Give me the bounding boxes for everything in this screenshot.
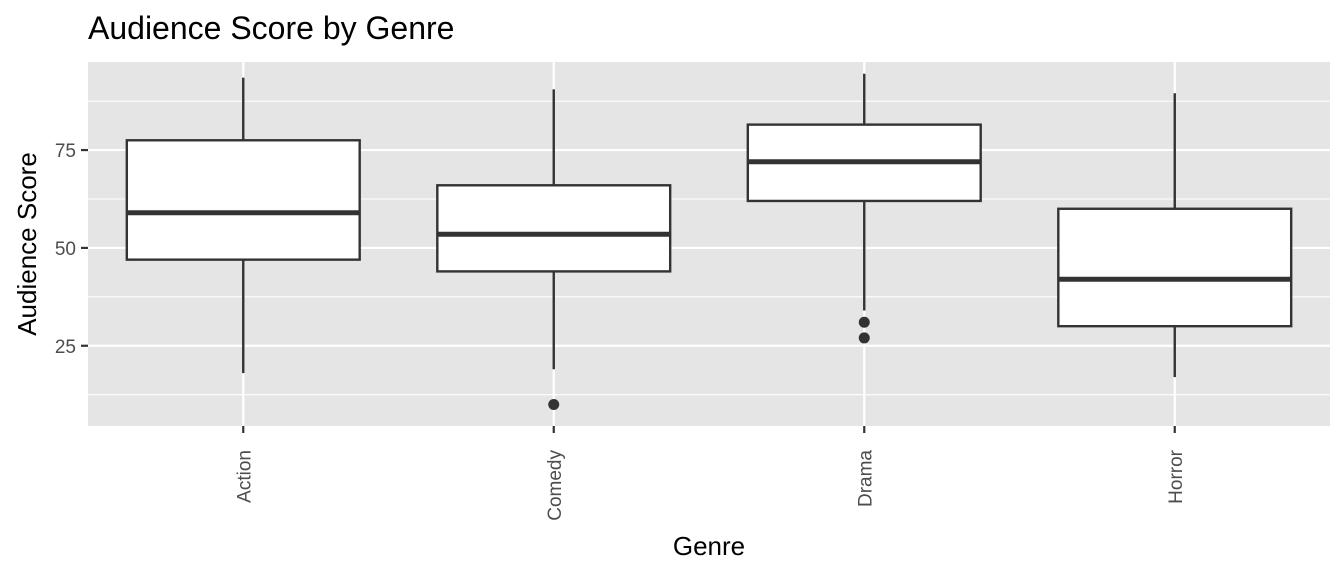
box-horror	[1057, 93, 1293, 378]
x-tick-label: Comedy	[545, 450, 566, 521]
x-tick-label: Action	[234, 450, 255, 503]
box-action	[125, 77, 361, 374]
box-comedy	[436, 89, 672, 410]
x-tick-label: Drama	[855, 450, 876, 507]
box-iqr	[436, 184, 672, 273]
y-tick-label: 25	[55, 337, 76, 358]
outlier-point	[858, 316, 870, 328]
x-axis-title: Genre	[673, 531, 745, 561]
x-tick-label: Horror	[1166, 449, 1187, 504]
y-tick-label: 50	[55, 239, 76, 260]
outlier-point	[858, 332, 870, 344]
x-axis: Action Comedy Drama Horror	[234, 426, 1187, 521]
outlier-point	[548, 398, 560, 410]
box-drama	[746, 73, 982, 344]
box-iqr	[1057, 207, 1293, 328]
y-axis: 25 50 75	[55, 141, 88, 358]
box-iqr	[125, 139, 361, 261]
box-series	[125, 73, 1293, 410]
y-axis-title: Audience Score	[12, 152, 42, 336]
chart-title: Audience Score by Genre	[88, 10, 454, 46]
y-tick-label: 75	[55, 141, 76, 162]
